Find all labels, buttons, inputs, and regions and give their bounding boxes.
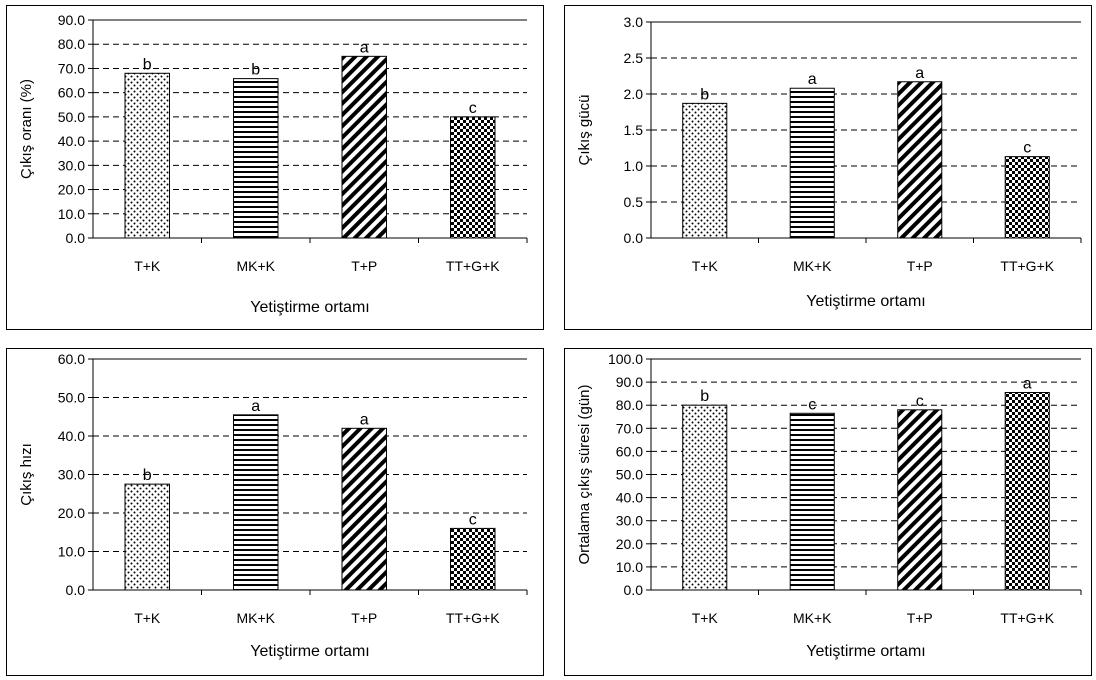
significance-letter: a — [915, 65, 924, 82]
y-tick-label: 30.0 — [616, 513, 643, 529]
y-tick-label: 10.0 — [616, 559, 643, 575]
significance-letter: c — [808, 396, 816, 413]
chart-panel-cikis-orani: 0.0 10.0 20.0 30.0 40.0 50.0 60.0 70.0 80.0 90.0 T… — [6, 5, 544, 330]
x-axis-label: Yetiştirme ortamı — [806, 643, 925, 660]
bar — [682, 404, 728, 591]
significance-letter: a — [251, 398, 260, 415]
bar — [682, 102, 728, 239]
y-tick-label: 60.0 — [616, 443, 643, 459]
y-tick-label: 3.0 — [624, 14, 644, 30]
y-tick-label: 80.0 — [616, 397, 643, 413]
significance-letter: b — [700, 388, 709, 405]
y-tick-label: 20.0 — [616, 536, 643, 552]
x-tick-label: TT+G+K — [446, 610, 500, 626]
y-axis-label: Çıkış hızı — [18, 443, 35, 506]
bar — [124, 483, 170, 591]
bar-chart-svg: 0.0 10.0 20.0 30.0 40.0 50.0 60.0 T+K b MK+K a T+P a… — [18, 351, 528, 660]
x-tick-label: T+K — [134, 258, 161, 274]
x-tick-label: MK+K — [236, 258, 275, 274]
y-tick-label: 0.0 — [624, 582, 644, 598]
y-tick-label: 1.0 — [624, 158, 644, 174]
significance-letter: a — [808, 71, 817, 88]
bar — [789, 412, 835, 591]
y-tick-label: 2.0 — [624, 86, 644, 102]
bar — [341, 427, 387, 591]
x-tick-label: T+K — [692, 610, 719, 626]
bar — [1004, 391, 1050, 591]
y-tick-label: 50.0 — [58, 390, 85, 406]
y-tick-label: 40.0 — [616, 490, 643, 506]
significance-letter: a — [360, 39, 369, 56]
significance-letter: c — [469, 100, 477, 117]
x-tick-label: T+P — [351, 610, 377, 626]
y-tick-label: 30.0 — [58, 467, 85, 483]
y-tick-label: 40.0 — [58, 133, 85, 149]
significance-letter: a — [360, 411, 369, 428]
y-tick-label: 60.0 — [58, 85, 85, 101]
y-tick-label: 20.0 — [58, 505, 85, 521]
x-tick-label: T+K — [692, 258, 719, 274]
x-tick-label: T+P — [907, 610, 933, 626]
bar-chart-svg: 0.0 10.0 20.0 30.0 40.0 50.0 60.0 70.0 80.0 90.0 T… — [18, 12, 528, 316]
x-tick-label: MK+K — [236, 610, 275, 626]
y-axis-label: Ortalama çıkış süresi (gün) — [576, 384, 593, 564]
y-tick-label: 100.0 — [608, 351, 643, 367]
y-tick-label: 0.0 — [66, 230, 86, 246]
bar — [341, 55, 387, 239]
bar — [450, 116, 496, 239]
y-tick-label: 0.5 — [624, 194, 644, 210]
y-tick-label: 10.0 — [58, 206, 85, 222]
significance-letter: a — [1023, 375, 1032, 392]
x-axis-label: Yetiştirme ortamı — [250, 643, 369, 660]
y-tick-label: 0.0 — [624, 230, 644, 246]
y-axis-label: Çıkış oranı (%) — [18, 79, 35, 179]
bar-chart-svg: 0.0 10.0 20.0 30.0 40.0 50.0 60.0 70.0 80.0 90.0 1… — [576, 351, 1082, 660]
chart-panel-cikis-gucu: 0.0 0.5 1.0 1.5 2.0 2.5 3.0 T+K b MK+K a T+P a TT+G+K… — [564, 5, 1092, 330]
y-tick-label: 30.0 — [58, 157, 85, 173]
x-tick-label: TT+G+K — [1000, 258, 1054, 274]
y-tick-label: 2.5 — [624, 50, 644, 66]
x-tick-label: MK+K — [793, 610, 832, 626]
x-axis-label: Yetiştirme ortamı — [250, 299, 369, 316]
x-tick-label: T+P — [907, 258, 933, 274]
significance-letter: c — [469, 511, 477, 528]
y-tick-label: 90.0 — [616, 374, 643, 390]
y-tick-label: 90.0 — [58, 12, 85, 28]
y-tick-label: 0.0 — [66, 582, 86, 598]
significance-letter: c — [1023, 140, 1031, 157]
bar-chart-svg: 0.0 0.5 1.0 1.5 2.0 2.5 3.0 T+K b MK+K a T+P a TT+G+K… — [576, 14, 1082, 310]
chart-panel-cikis-hizi: 0.0 10.0 20.0 30.0 40.0 50.0 60.0 T+K b MK+K a T+P a… — [6, 348, 544, 676]
bar — [897, 409, 943, 591]
significance-letter: c — [916, 393, 924, 410]
significance-letter: b — [143, 467, 152, 484]
bar — [233, 78, 279, 239]
y-tick-label: 20.0 — [58, 182, 85, 198]
y-tick-label: 70.0 — [58, 60, 85, 76]
y-tick-label: 70.0 — [616, 420, 643, 436]
x-tick-label: MK+K — [793, 258, 832, 274]
significance-letter: b — [251, 62, 260, 79]
y-tick-label: 1.5 — [624, 122, 644, 138]
y-tick-label: 50.0 — [616, 467, 643, 483]
x-tick-label: TT+G+K — [1000, 610, 1054, 626]
x-tick-label: T+P — [351, 258, 377, 274]
bar — [124, 72, 170, 239]
bar — [233, 414, 279, 591]
significance-letter: b — [143, 56, 152, 73]
y-tick-label: 80.0 — [58, 36, 85, 52]
x-tick-label: TT+G+K — [446, 258, 500, 274]
bar — [897, 81, 943, 239]
bar — [450, 527, 496, 591]
x-tick-label: T+K — [134, 610, 161, 626]
y-tick-label: 10.0 — [58, 544, 85, 560]
y-axis-label: Çıkış gücü — [576, 95, 593, 166]
chart-panel-ortalama-cikis-suresi: 0.0 10.0 20.0 30.0 40.0 50.0 60.0 70.0 80.0 90.0 1… — [564, 348, 1092, 676]
y-tick-label: 40.0 — [58, 428, 85, 444]
x-axis-label: Yetiştirme ortamı — [806, 293, 925, 310]
y-tick-label: 60.0 — [58, 351, 85, 367]
y-tick-label: 50.0 — [58, 109, 85, 125]
significance-letter: b — [700, 86, 709, 103]
bar — [1004, 156, 1050, 239]
bar — [789, 87, 835, 239]
